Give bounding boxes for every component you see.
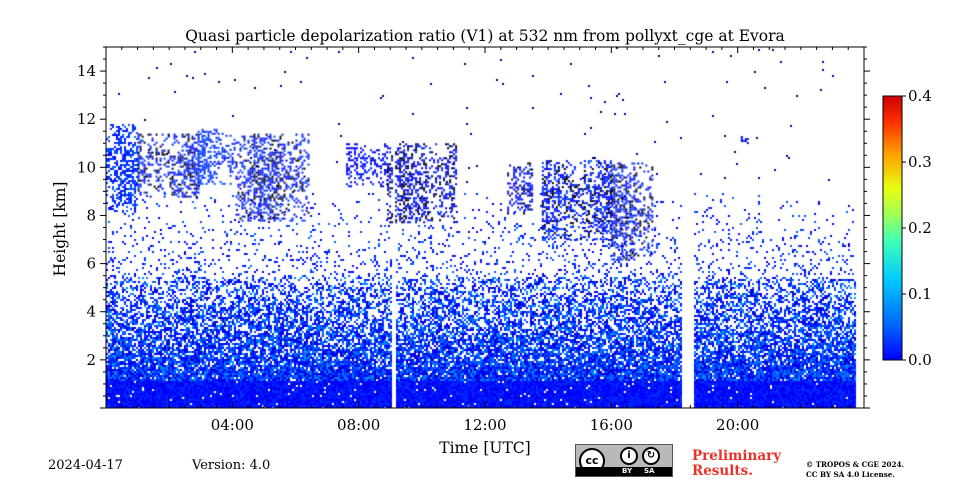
badge-by: BY xyxy=(622,467,633,475)
x-tick-label: 08:00 xyxy=(337,416,380,434)
y-tick-label: 8 xyxy=(86,206,96,224)
x-tick-label: 16:00 xyxy=(590,416,633,434)
share-alike-icon: ↻ xyxy=(642,447,660,465)
heatmap-area xyxy=(106,47,864,408)
colorbar-tick-label: 0.3 xyxy=(908,153,932,171)
colorbar-tick-label: 0.4 xyxy=(908,87,932,105)
x-tick-label: 12:00 xyxy=(463,416,506,434)
colorbar-tick-label: 0.1 xyxy=(908,285,932,303)
y-axis-label: Height [km] xyxy=(51,182,69,277)
copyright-line1: © TROPOS & CGE 2024. xyxy=(806,460,904,469)
y-tick-label: 4 xyxy=(86,303,96,321)
badge-sa: SA xyxy=(644,467,655,475)
y-tick-label: 10 xyxy=(77,158,96,176)
y-tick-label: 12 xyxy=(77,110,96,128)
y-axis: 2 4 6 8 10 12 14 xyxy=(77,46,870,409)
preliminary-line1: Preliminary xyxy=(692,448,782,464)
y-tick-label: 14 xyxy=(77,62,96,80)
attribution-icon: i xyxy=(620,447,638,465)
chart-title: Quasi particle depolarization ratio (V1)… xyxy=(185,27,785,45)
colorbar-tick-label: 0.0 xyxy=(908,351,932,369)
badge-bar xyxy=(576,467,672,476)
copyright-line2: CC BY SA 4.0 License. xyxy=(806,470,895,479)
colorbar-tick-label: 0.2 xyxy=(908,219,932,237)
x-tick-label: 04:00 xyxy=(211,416,254,434)
y-tick-label: 6 xyxy=(86,255,96,273)
date-label: 2024-04-17 xyxy=(48,458,123,473)
x-axis: 04:00 08:00 12:00 16:00 20:00 xyxy=(105,47,865,434)
version-label: Version: 4.0 xyxy=(192,458,271,473)
depolarization-heatmap xyxy=(106,47,864,408)
x-axis-label: Time [UTC] xyxy=(439,439,530,457)
copyright-notice: © TROPOS & CGE 2024. CC BY SA 4.0 Licens… xyxy=(806,460,904,480)
colorbar xyxy=(882,95,903,361)
preliminary-notice: Preliminary Results. xyxy=(692,449,781,479)
preliminary-line2: Results. xyxy=(692,463,753,479)
y-tick-label: 2 xyxy=(86,351,96,369)
x-tick-label: 20:00 xyxy=(716,416,759,434)
colorbar-axis: 0.0 0.1 0.2 0.3 0.4 xyxy=(902,87,932,369)
cc-license-badge[interactable]: cc i ↻ BY SA xyxy=(575,444,673,477)
